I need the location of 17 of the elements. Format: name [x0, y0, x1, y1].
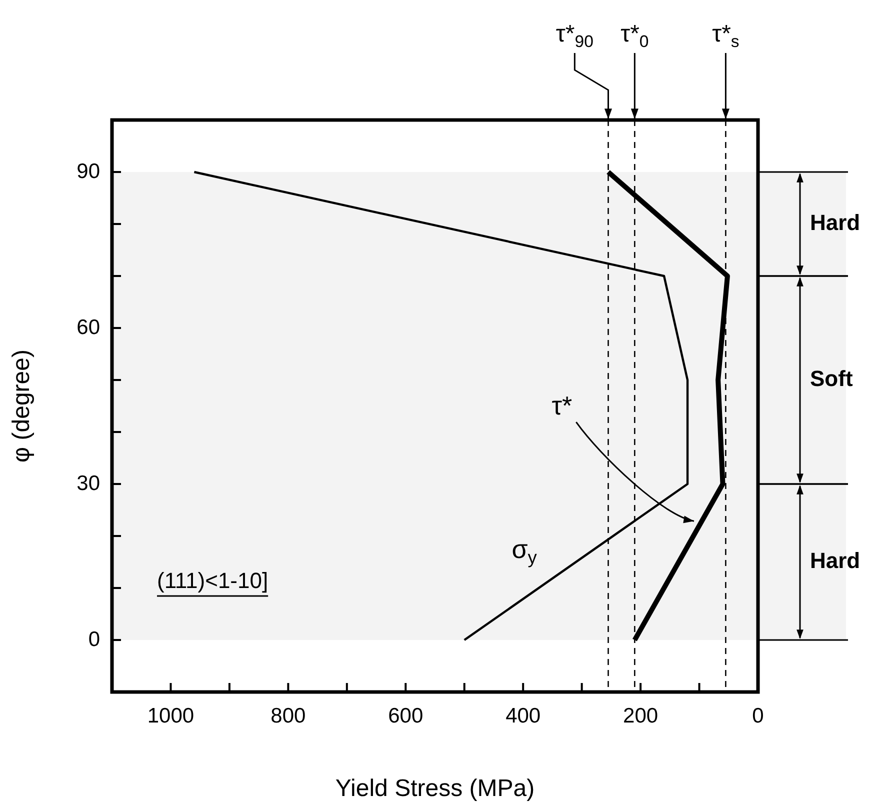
band-label: Hard [810, 210, 860, 236]
x-tick-label: 600 [388, 704, 424, 728]
x-tick-label: 800 [270, 704, 306, 728]
band-label: Hard [810, 548, 860, 574]
x-tick-label: 0 [752, 704, 764, 728]
x-axis-title: Yield Stress (MPa) [335, 775, 535, 802]
y-tick-label: 60 [76, 316, 100, 339]
x-tick-label: 400 [506, 704, 541, 728]
annotation: (111)<1-10] [157, 568, 268, 594]
text: τ* [552, 390, 572, 420]
y-axis-title: φ (degree) [8, 350, 36, 462]
band-label: Soft [810, 366, 854, 392]
x-tick-label: 1000 [147, 704, 194, 728]
y-tick-label: 0 [88, 628, 100, 651]
y-tick-label: 90 [76, 160, 100, 183]
y-tick-label: 30 [76, 472, 100, 495]
x-tick-label: 200 [623, 704, 658, 728]
